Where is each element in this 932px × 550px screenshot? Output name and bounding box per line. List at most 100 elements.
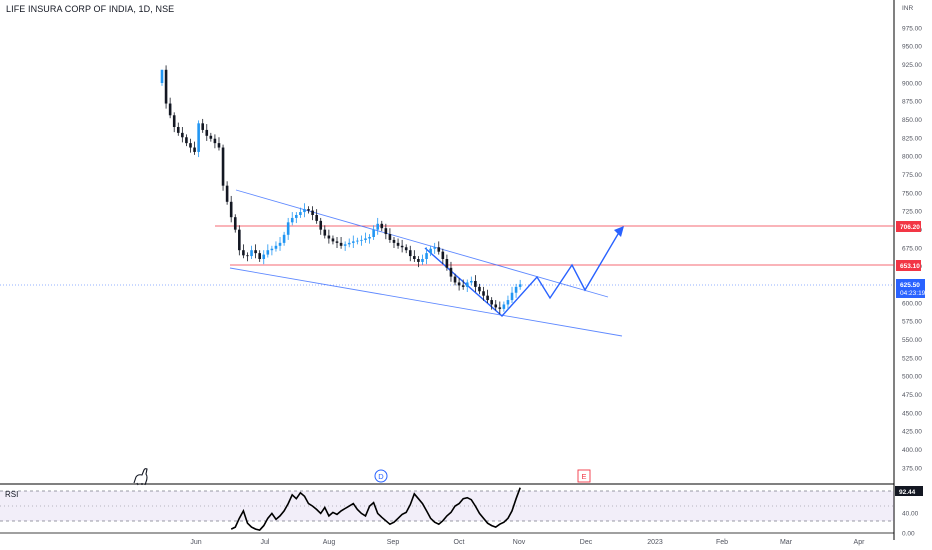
candle-body: [201, 123, 204, 130]
last-price-tag-label: 625.50: [900, 282, 920, 289]
candle-body: [197, 123, 200, 152]
rsi-label: RSI: [5, 490, 18, 499]
candle-body: [266, 250, 270, 255]
candle-body: [242, 250, 245, 256]
candle-body: [433, 247, 436, 249]
candle-body: [482, 291, 485, 296]
candle-body: [360, 239, 363, 241]
candle-body: [478, 286, 481, 292]
resistance-tag: [896, 221, 921, 232]
price-tick-label: 400.00: [902, 447, 922, 454]
rsi-current-value: 92.44: [899, 489, 916, 496]
candle-body: [494, 304, 498, 308]
dividend-marker[interactable]: [374, 469, 388, 483]
candle-body: [286, 222, 290, 235]
candle-body: [172, 115, 176, 127]
candle-body: [262, 254, 266, 259]
support-tag: [896, 260, 921, 271]
currency-label: INR: [902, 5, 914, 12]
rsi-line: [230, 487, 521, 531]
price-tick-label: 825.00: [902, 135, 922, 142]
candle-body: [364, 238, 367, 240]
last-price-tag: [896, 279, 925, 298]
candle-body: [474, 281, 477, 287]
price-tick-label: 925.00: [902, 62, 922, 69]
candle-body: [413, 256, 416, 259]
price-tick-label: 775.00: [902, 172, 922, 179]
candle-body: [254, 250, 257, 254]
candle-body: [311, 210, 314, 215]
candle-body: [449, 267, 453, 277]
price-tick-label: 800.00: [902, 154, 922, 161]
candle-body: [376, 223, 380, 230]
time-axis-label: Oct: [454, 539, 465, 546]
candle-body: [295, 215, 298, 218]
price-tick-label: 375.00: [902, 465, 922, 472]
candle-body: [274, 245, 278, 249]
candle-body: [404, 247, 408, 251]
candle-body: [388, 234, 392, 240]
price-tick-label: 450.00: [902, 410, 922, 417]
rsi-tick-label: 40.00: [902, 511, 919, 518]
candle-body: [465, 282, 469, 287]
price-tick-label: 725.00: [902, 209, 922, 216]
candle-body: [250, 250, 253, 257]
candle-body: [160, 69, 164, 83]
candle-body: [396, 242, 400, 246]
time-axis-label: Sep: [387, 539, 400, 546]
time-axis-label: Feb: [716, 539, 728, 546]
rsi-current-tag: [895, 486, 923, 496]
candle-body: [213, 138, 217, 144]
price-tick-label: 850.00: [902, 117, 922, 124]
candle-body: [246, 255, 249, 257]
candle-body: [441, 251, 445, 259]
channel-upper-trendline[interactable]: [235, 189, 609, 298]
support-tag-label: 653.10: [900, 263, 920, 270]
resistance-tag-label: 706.20: [900, 224, 920, 231]
candle-body: [356, 240, 359, 242]
time-axis-label: Dec: [580, 539, 593, 546]
candle-body: [339, 242, 343, 246]
candle-body: [185, 137, 188, 144]
rsi-tick-label: 0.00: [902, 530, 915, 537]
candle-body: [470, 281, 473, 283]
candle-body: [368, 237, 371, 239]
price-tick-label: 875.00: [902, 99, 922, 106]
candle-body: [384, 228, 388, 235]
price-tick-label: 975.00: [902, 25, 922, 32]
candle-body: [290, 217, 294, 223]
earnings-marker[interactable]: [577, 469, 591, 483]
candle-body: [209, 135, 213, 139]
channel-lower-trendline[interactable]: [229, 267, 623, 337]
price-tick-label: 600.00: [902, 300, 922, 307]
candle-body: [347, 242, 351, 245]
price-tick-label: 750.00: [902, 190, 922, 197]
chart-title: LIFE INSURA CORP OF INDIA, 1D, NSE: [6, 4, 175, 14]
projection-path[interactable]: [424, 228, 622, 317]
candle-body: [461, 285, 465, 287]
time-axis-label: Jun: [190, 539, 201, 546]
candle-body: [299, 212, 302, 215]
candle-body: [490, 300, 493, 305]
candle-body: [425, 253, 428, 259]
candle-body: [429, 248, 432, 254]
dividend-marker-label: D: [378, 472, 384, 481]
price-tick-label: 550.00: [902, 337, 922, 344]
candle-body: [408, 250, 412, 257]
candle-body: [498, 307, 502, 309]
candle-body: [343, 244, 347, 246]
candle-body: [303, 209, 306, 213]
countdown-label: 04:23:19: [900, 290, 926, 297]
candle-body: [189, 143, 192, 148]
candle-body: [372, 229, 375, 237]
candle-body: [351, 241, 355, 243]
candle-body: [217, 143, 221, 148]
price-tick-label: 900.00: [902, 80, 922, 87]
candle-body: [417, 259, 420, 262]
candle-body: [400, 245, 404, 248]
time-axis-labels: Jun Jul Aug Sep Oct Nov Dec 2023 Feb Mar Apr: [190, 539, 865, 546]
candle-body: [502, 304, 506, 309]
candle-body: [193, 147, 196, 152]
